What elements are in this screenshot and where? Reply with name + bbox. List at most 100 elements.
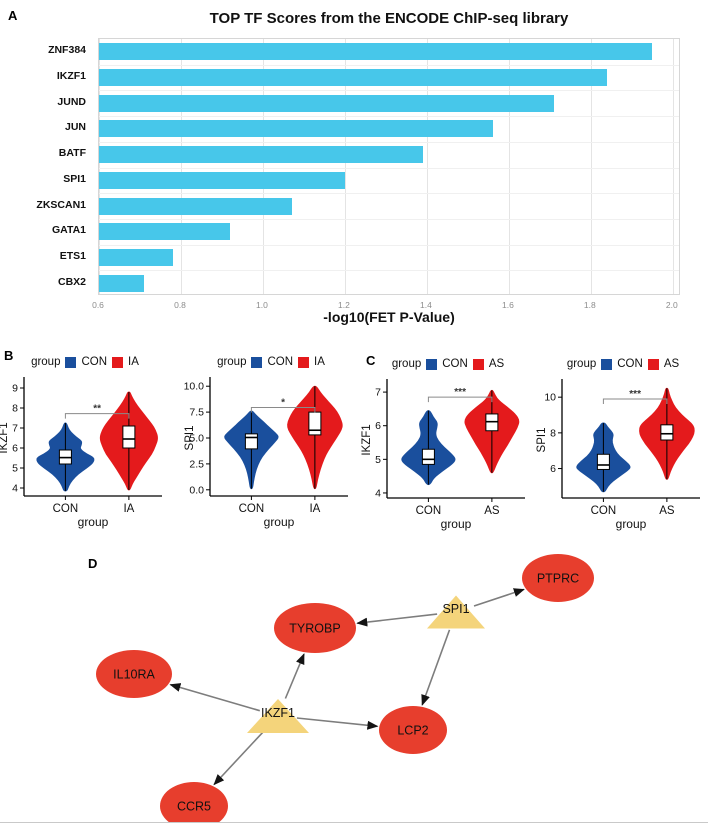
- y-tick-label: 7: [375, 387, 381, 399]
- violin-plot-b-ikzf1: group CON IA 4 5 6 7 8 9 IKZF1 ** CON IA group: [0, 352, 170, 530]
- y-tick-label: 5: [375, 454, 381, 466]
- violin-svg: 4 5 6 7 8 9 IKZF1 ** CON IA group: [0, 377, 162, 529]
- x-tick-label: 1.0: [255, 300, 268, 310]
- network-node-SPI1[interactable]: SPI1: [427, 595, 485, 629]
- gridline: [181, 39, 182, 294]
- y-axis-title: IKZF1: [361, 424, 373, 455]
- network-diagram: PTPRC SPI1 TYROBP IL10RA LCP2 IKZF1 CCR5: [96, 554, 594, 823]
- legend-item-IA: IA: [128, 356, 139, 368]
- x-tick-label: CON: [239, 503, 265, 515]
- gridline: [344, 39, 346, 294]
- legend: group CON IA: [186, 352, 356, 372]
- gridline: [99, 64, 679, 66]
- bar: [99, 197, 292, 215]
- network-node-label: SPI1: [442, 602, 469, 616]
- x-axis-title: group: [441, 517, 472, 531]
- box: [244, 433, 258, 450]
- x-tick-label: 0.6: [92, 300, 104, 310]
- legend-title: group: [217, 356, 247, 368]
- gridline: [99, 116, 679, 118]
- x-tick-label: AS: [484, 505, 500, 517]
- y-tick-label: 4: [12, 483, 18, 495]
- edge-IKZF1-CCR5: [213, 729, 266, 786]
- y-tick-label: 5.0: [189, 433, 204, 445]
- network-node-IL10RA[interactable]: IL10RA: [96, 650, 172, 698]
- legend-swatch-IA: [112, 356, 124, 368]
- bar-category-label: GATA1: [51, 224, 86, 237]
- gridline: [672, 39, 674, 294]
- significance-stars: *: [281, 397, 285, 408]
- legend-item-CON: CON: [81, 356, 108, 368]
- bar-category-label: ZKSCAN1: [36, 198, 86, 211]
- legend-item-CON: CON: [617, 358, 643, 370]
- legend-title: group: [566, 358, 597, 370]
- bar-category-label: IKZF1: [56, 70, 86, 82]
- edge-IKZF1-LCP2: [296, 717, 379, 730]
- y-tick-label: 10.0: [184, 381, 205, 393]
- legend: group CON IA: [0, 352, 170, 372]
- x-tick-label: 1.4: [419, 300, 432, 310]
- y-tick-label: 6: [375, 420, 381, 432]
- legend-swatch-IA: [298, 356, 310, 368]
- box: [308, 411, 322, 436]
- bar: [99, 274, 145, 292]
- bar-category-label: CBX2: [57, 275, 86, 288]
- y-tick-label: 9: [12, 383, 18, 395]
- bar-category-label: JUN: [64, 121, 86, 134]
- x-tick-label: AS: [659, 505, 675, 517]
- y-axis-title: SPI1: [536, 428, 548, 453]
- network-node-IKZF1[interactable]: IKZF1: [247, 699, 309, 733]
- legend-swatch-AS: [472, 358, 484, 370]
- bar: [99, 69, 608, 86]
- x-axis-title: group: [264, 515, 295, 529]
- network-node-TYROBP[interactable]: TYROBP: [274, 603, 356, 653]
- legend-title: group: [31, 356, 61, 368]
- bar: [99, 248, 173, 266]
- y-axis-title: SPI1: [184, 426, 196, 451]
- gridline: [508, 39, 510, 294]
- network-node-label: LCP2: [397, 724, 428, 738]
- network-node-label: CCR5: [177, 800, 211, 814]
- y-tick-label: 4: [375, 487, 381, 499]
- y-tick-label: 8: [12, 403, 18, 415]
- x-tick-label: CON: [591, 505, 617, 517]
- legend-item-AS: AS: [488, 358, 505, 370]
- network-node-LCP2[interactable]: LCP2: [379, 706, 447, 754]
- bar: [99, 120, 493, 138]
- box: [122, 425, 136, 449]
- x-tick-label: 1.6: [501, 300, 514, 310]
- legend-title: group: [391, 358, 422, 370]
- edge-SPI1-PTPRC: [473, 588, 525, 607]
- bar: [99, 43, 653, 61]
- gridline: [99, 270, 679, 272]
- significance-stars: **: [93, 404, 101, 415]
- network-node-label: TYROBP: [289, 622, 340, 636]
- y-tick-label: 7.5: [189, 407, 204, 419]
- legend-swatch-CON: [601, 358, 613, 370]
- ellipse-node-shape: [160, 782, 228, 823]
- legend-swatch-CON: [251, 356, 263, 368]
- panel-c-label: C: [366, 353, 376, 368]
- ellipse-node-shape: [379, 706, 447, 754]
- legend-swatch-AS: [647, 358, 659, 370]
- network-node-PTPRC[interactable]: PTPRC: [522, 554, 594, 602]
- gridline: [99, 90, 679, 92]
- violin-plot-b-spi1: group CON IA 0.0 2.5 5.0 7.5 10.0 SPI1 * CON IA grou…: [184, 352, 356, 530]
- bar-category-label: BATF: [58, 147, 86, 160]
- edge-SPI1-TYROBP: [356, 613, 438, 627]
- x-tick-label: IA: [309, 503, 320, 515]
- box: [596, 453, 610, 470]
- network-node-CCR5[interactable]: CCR5: [160, 782, 228, 823]
- panel-d-label: D: [88, 556, 98, 571]
- network-node-label: PTPRC: [537, 572, 579, 586]
- legend-item-CON: CON: [267, 356, 294, 368]
- violin-svg: 0.0 2.5 5.0 7.5 10.0 SPI1 * CON IA group: [184, 377, 348, 529]
- gridline: [99, 193, 679, 195]
- y-tick-label: 8: [550, 427, 556, 439]
- box: [421, 448, 435, 465]
- gridline: [99, 167, 679, 169]
- x-tick-label: CON: [53, 503, 79, 515]
- bar-chart-x-axis-title: -log10(FET P-Value): [323, 309, 455, 325]
- y-tick-label: 10: [544, 392, 556, 404]
